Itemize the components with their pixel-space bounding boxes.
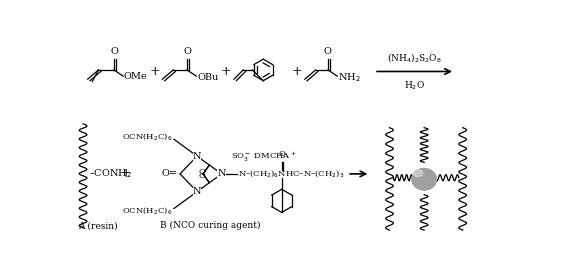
Ellipse shape	[412, 168, 437, 190]
Text: H$_2$O: H$_2$O	[404, 79, 425, 92]
Text: B (NCO curing agent): B (NCO curing agent)	[160, 221, 261, 230]
Text: O: O	[324, 47, 332, 56]
Text: O: O	[183, 47, 191, 56]
Text: O=: O=	[161, 170, 177, 178]
Text: A (resin): A (resin)	[78, 221, 118, 230]
Text: O: O	[111, 47, 119, 56]
Text: N: N	[193, 152, 201, 161]
Text: O: O	[198, 168, 205, 176]
Text: OCN(H$_2$C)$_6$: OCN(H$_2$C)$_6$	[122, 205, 173, 216]
Text: OBu: OBu	[197, 73, 218, 82]
Text: +: +	[149, 65, 160, 78]
Text: +: +	[121, 167, 131, 181]
Text: O: O	[198, 172, 205, 180]
Text: –CONH$_2$: –CONH$_2$	[89, 167, 132, 180]
Text: NH$_2$: NH$_2$	[338, 71, 361, 84]
Text: +: +	[292, 65, 302, 78]
Text: +: +	[221, 65, 232, 78]
Text: OMe: OMe	[124, 72, 148, 81]
Text: (NH$_4$)$_2$S$_2$O$_8$: (NH$_4$)$_2$S$_2$O$_8$	[387, 51, 442, 64]
Text: N–(CH$_2$)$_6$NHC–N–(CH$_2$)$_3$: N–(CH$_2$)$_6$NHC–N–(CH$_2$)$_3$	[238, 168, 344, 179]
Text: O: O	[278, 150, 285, 159]
Text: N: N	[217, 170, 226, 178]
Text: OCN(H$_2$C)$_6$: OCN(H$_2$C)$_6$	[122, 132, 173, 143]
Ellipse shape	[413, 170, 423, 177]
Text: N: N	[193, 187, 201, 196]
Text: SO$_3^-$ DMCHA$^+$: SO$_3^-$ DMCHA$^+$	[231, 150, 297, 164]
